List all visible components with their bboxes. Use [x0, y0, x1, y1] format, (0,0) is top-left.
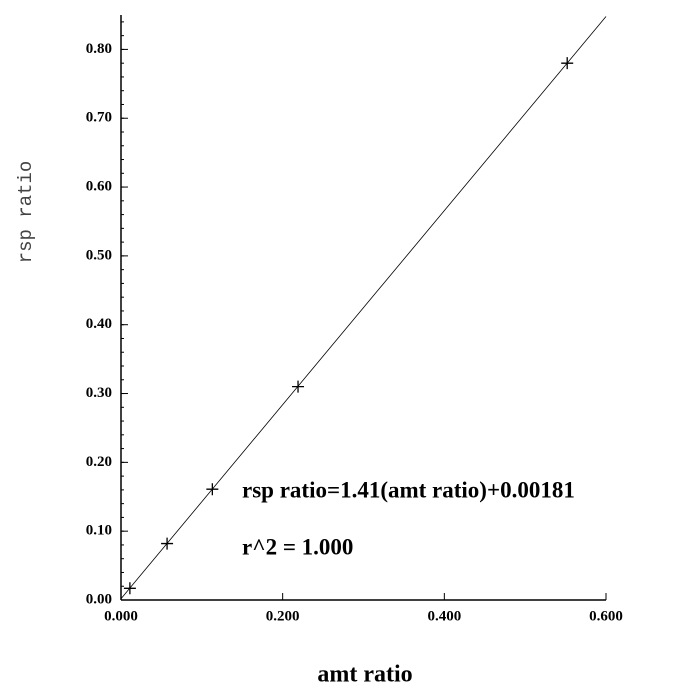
- fit-line: [120, 16, 607, 600]
- y-tick-label: 0.00: [86, 591, 112, 607]
- y-tick-label: 0.60: [86, 178, 112, 194]
- x-tick-label: 0.600: [589, 608, 623, 624]
- y-tick-label: 0.70: [86, 110, 112, 126]
- x-tick-label: 0.400: [427, 608, 461, 624]
- y-tick-label: 0.80: [86, 41, 112, 57]
- y-tick-label: 0.10: [86, 523, 112, 539]
- equation: rsp ratio=1.41(amt ratio)+0.00181: [242, 477, 575, 502]
- y-tick-label: 0.40: [86, 316, 112, 332]
- x-tick-label: 0.200: [266, 608, 300, 624]
- r-squared: r^2 = 1.000: [242, 534, 353, 559]
- data-point: [206, 483, 219, 496]
- y-axis-label: rsp ratio: [15, 161, 37, 264]
- x-axis-label: amt ratio: [317, 662, 412, 688]
- data-point: [561, 57, 574, 70]
- y-tick-label: 0.30: [86, 385, 112, 401]
- data-point: [123, 582, 136, 595]
- x-tick-label: 0.000: [104, 608, 138, 624]
- y-tick-label: 0.20: [86, 454, 112, 470]
- y-tick-label: 0.50: [86, 247, 112, 263]
- data-point: [161, 537, 174, 550]
- data-point: [292, 380, 305, 393]
